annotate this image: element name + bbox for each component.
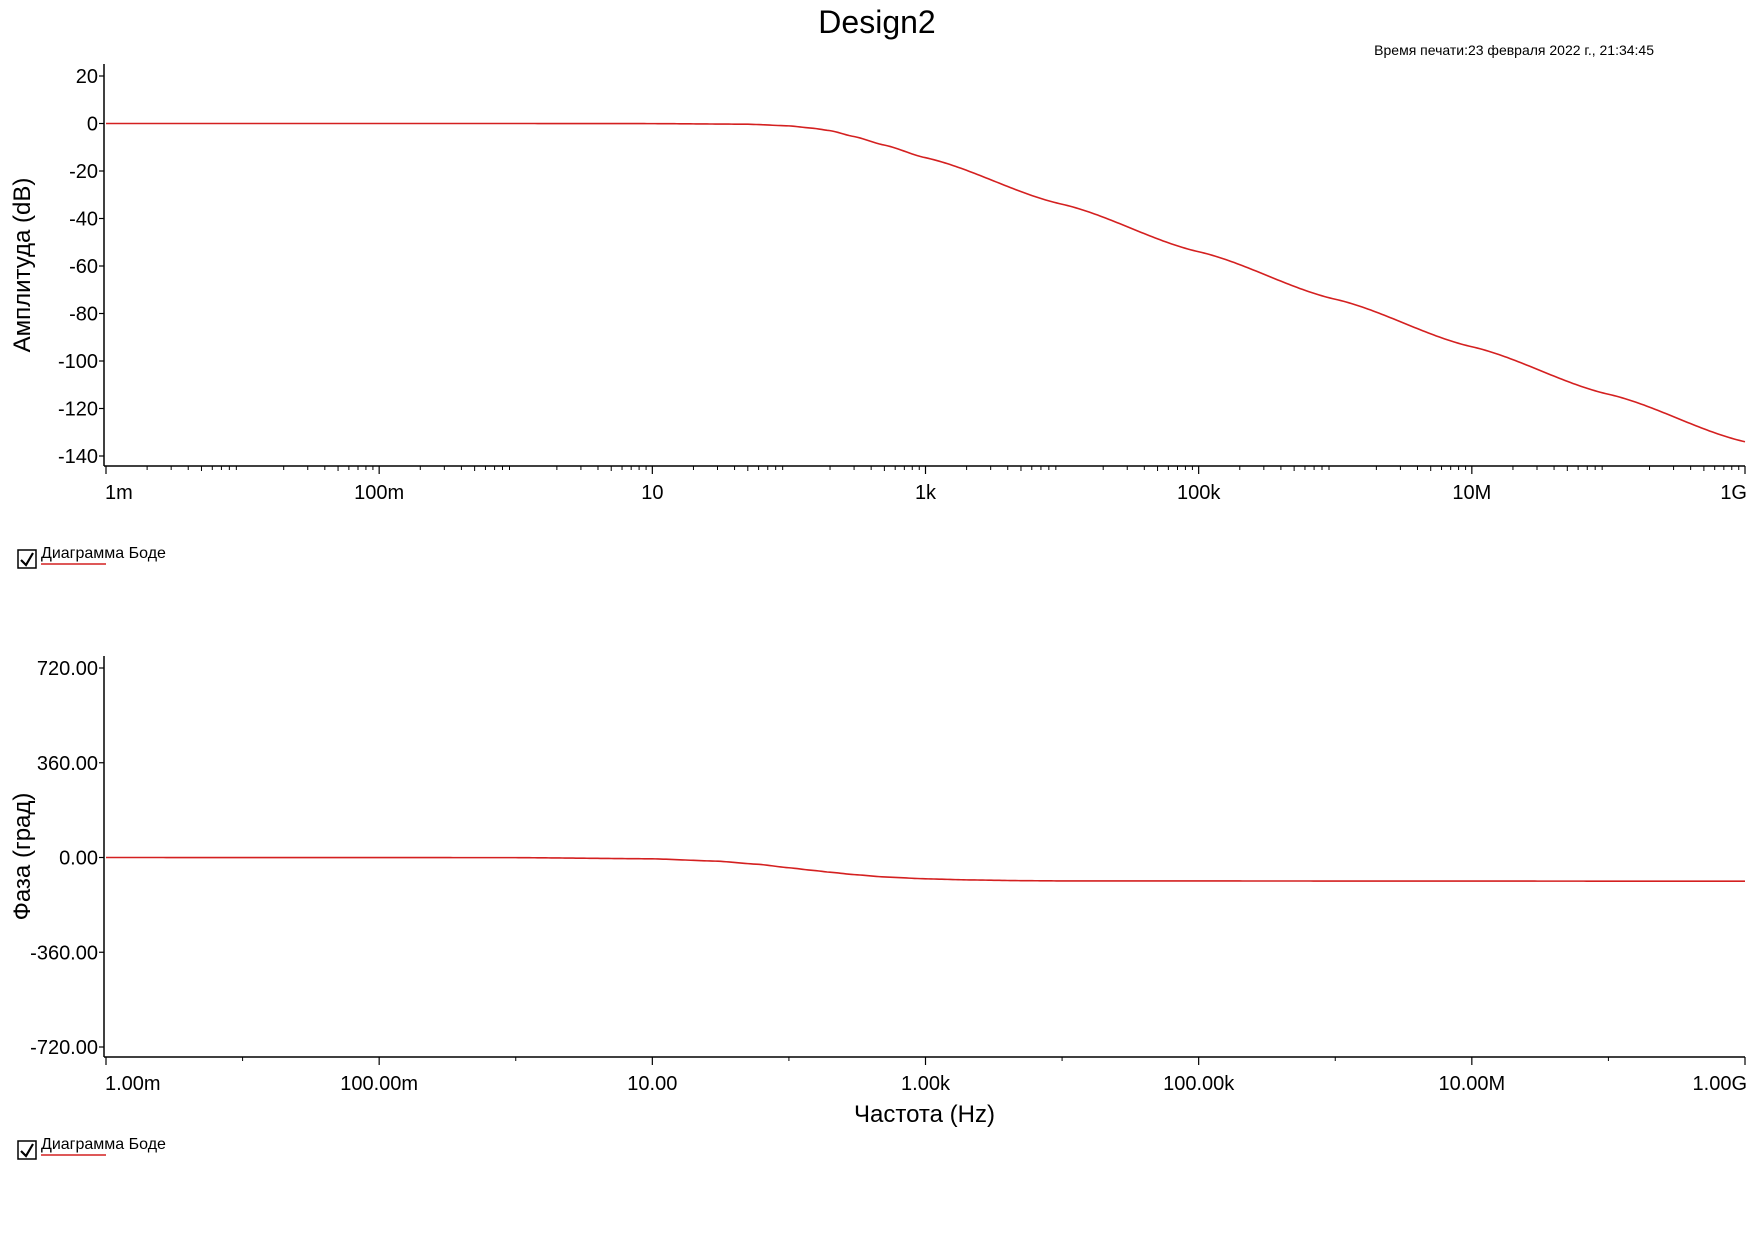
y-tick-label: 720.00	[37, 658, 98, 680]
x-axis-label: Частота (Hz)	[854, 1101, 995, 1128]
print-timestamp: Время печати:23 февраля 2022 г., 21:34:4…	[1374, 42, 1654, 58]
y-tick-label: -100	[58, 351, 98, 373]
y-tick-label: -140	[58, 446, 98, 468]
x-tick-label: 10.00	[627, 1073, 677, 1095]
x-tick-label: 10.00M	[1438, 1073, 1505, 1095]
y-tick-label: -80	[69, 304, 98, 326]
y-tick-label: -720.00	[30, 1037, 98, 1059]
series-line	[106, 122, 1746, 443]
y-tick-label: 20	[76, 66, 98, 88]
y-tick-label: 0	[87, 114, 98, 136]
check-icon	[20, 1143, 34, 1158]
y-tick-label: 360.00	[37, 753, 98, 775]
y-tick-label: -40	[69, 209, 98, 231]
phase-chart: 720.00 360.00 0.00 -360.00 -720.00 1.00m 100.0…	[9, 656, 1747, 1160]
x-tick-label: 10	[641, 482, 663, 504]
y-tick-label: -60	[69, 256, 98, 278]
x-tick-label: 1G	[1720, 482, 1747, 504]
x-tick-label: 1.00k	[901, 1073, 951, 1095]
x-tick-label: 10M	[1452, 482, 1491, 504]
x-tick-label: 1.00G	[1693, 1073, 1747, 1095]
x-tick-label: 1m	[105, 482, 133, 504]
legend: Диаграмма Боде	[17, 1136, 166, 1160]
x-tick-label: 100.00k	[1163, 1073, 1235, 1095]
x-tick-label: 100m	[354, 482, 404, 504]
y-tick-label: -20	[69, 161, 98, 183]
legend-label: Диаграмма Боде	[41, 1136, 166, 1153]
x-tick-label: 1k	[915, 482, 937, 504]
plots-group: 20 0 -20 -40 -60 -80 -100 -120 -140 1m 100m 10 1k 100…	[9, 64, 1747, 1160]
y-tick-label: -360.00	[30, 942, 98, 964]
legend-label: Диаграмма Боде	[41, 545, 166, 562]
y-axis-label: Фаза (град)	[9, 793, 36, 921]
page-title: Design2	[818, 4, 935, 40]
check-icon	[20, 552, 34, 567]
y-axis-label: Амплитуда (dB)	[9, 178, 36, 353]
y-tick-label: -120	[58, 399, 98, 421]
x-tick-label: 100.00m	[340, 1073, 418, 1095]
x-tick-label: 1.00m	[105, 1073, 161, 1095]
magnitude-chart: 20 0 -20 -40 -60 -80 -100 -120 -140 1m 100m 10 1k 100…	[9, 64, 1747, 569]
legend: Диаграмма Боде	[17, 545, 166, 569]
series-line	[106, 856, 1745, 882]
y-tick-label: 0.00	[59, 848, 98, 870]
x-tick-label: 100k	[1177, 482, 1221, 504]
